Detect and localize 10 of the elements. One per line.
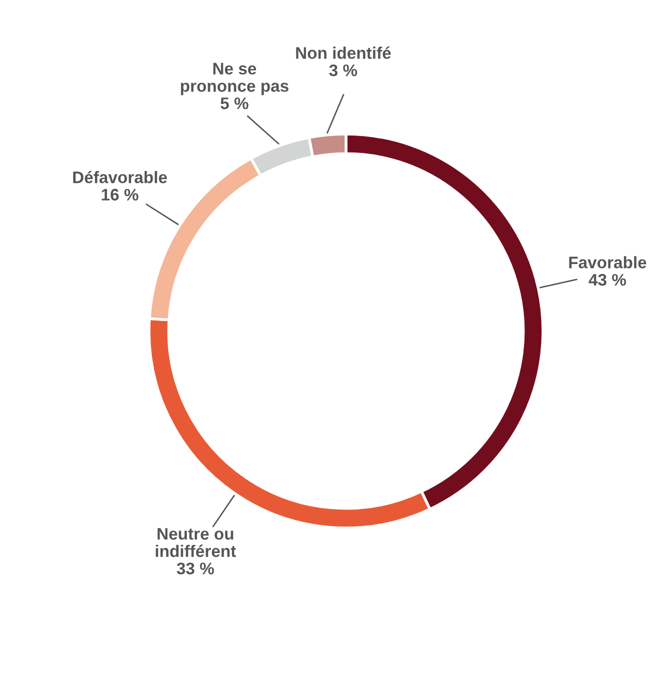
slice-label: Ne se prononce pas (180, 62, 288, 96)
data-label: 5 % (220, 97, 248, 110)
slice-label: Non identifé (296, 46, 391, 59)
data-label: 43 % (588, 274, 626, 286)
slice-label: Défavorable (73, 170, 167, 184)
slice-label: Neutre ou indifférent (156, 528, 236, 558)
data-label: 16 % (102, 188, 138, 201)
data-label: 3 % (329, 64, 358, 76)
slice-label: Favorable (569, 256, 646, 268)
data-label: 33 % (176, 562, 214, 574)
